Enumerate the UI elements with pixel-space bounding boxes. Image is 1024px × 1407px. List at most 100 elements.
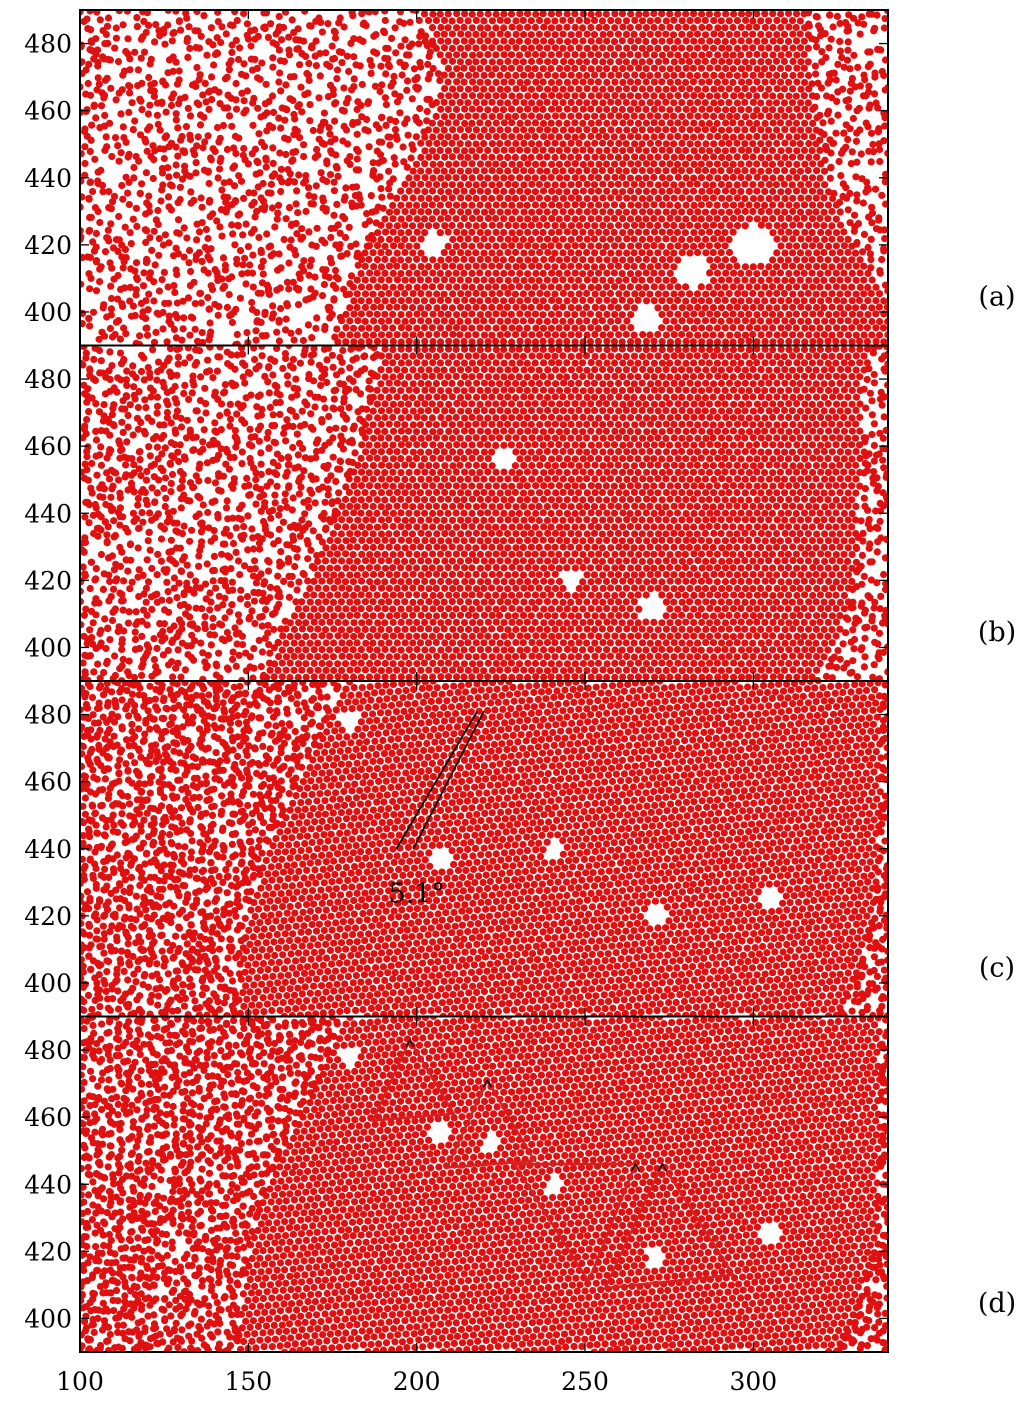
particle-point xyxy=(808,242,817,250)
particle-point xyxy=(192,169,200,177)
particle-point xyxy=(717,99,725,107)
particle-point xyxy=(488,625,496,633)
particle-point xyxy=(868,219,876,227)
particle-point xyxy=(317,169,325,177)
particle-point xyxy=(642,78,650,86)
particle-point xyxy=(772,317,781,325)
particle-point xyxy=(563,174,571,182)
particle-point xyxy=(415,16,423,25)
particle-point xyxy=(267,20,275,28)
particle-point xyxy=(318,618,326,627)
particle-point xyxy=(611,24,619,32)
particle-point xyxy=(579,242,587,250)
particle-point xyxy=(488,666,496,675)
particle-point xyxy=(785,106,793,114)
particle-point xyxy=(332,162,340,171)
particle-point xyxy=(737,673,746,681)
particle-point xyxy=(357,270,365,278)
particle-point xyxy=(721,242,729,250)
particle-point xyxy=(682,618,690,626)
particle-point xyxy=(583,113,591,121)
particle-point xyxy=(385,598,393,606)
particle-point xyxy=(642,50,650,59)
particle-point xyxy=(559,85,567,93)
particle-point xyxy=(389,228,397,236)
particle-point xyxy=(468,119,476,127)
particle-point xyxy=(560,667,568,675)
particle-point xyxy=(852,276,860,284)
particle-point xyxy=(698,105,706,113)
particle-point xyxy=(851,223,859,231)
particle-point xyxy=(409,145,417,153)
particle-point xyxy=(765,180,773,189)
particle-point xyxy=(492,673,500,681)
particle-point xyxy=(575,639,583,647)
particle-point xyxy=(445,283,453,291)
particle-point xyxy=(520,71,528,79)
particle-point xyxy=(170,90,178,98)
particle-point xyxy=(162,108,170,116)
particle-point xyxy=(488,221,496,229)
particle-point xyxy=(500,297,508,305)
particle-point xyxy=(151,147,159,155)
particle-point xyxy=(603,310,611,318)
particle-point xyxy=(784,10,793,18)
particle-point xyxy=(848,338,856,346)
particle-point xyxy=(512,276,520,284)
particle-point xyxy=(630,612,638,620)
particle-point xyxy=(844,135,852,144)
particle-point xyxy=(848,269,856,277)
particle-point xyxy=(300,37,308,45)
particle-point xyxy=(796,249,805,257)
particle-point xyxy=(710,263,718,271)
particle-point xyxy=(769,187,777,196)
particle-point xyxy=(725,276,733,284)
particle-point xyxy=(253,308,261,317)
particle-point xyxy=(563,105,571,113)
particle-point xyxy=(690,106,698,114)
particle-point xyxy=(499,106,508,114)
particle-point xyxy=(670,221,678,230)
particle-point xyxy=(325,660,333,668)
particle-point xyxy=(326,673,334,681)
particle-point xyxy=(421,229,429,237)
particle-point xyxy=(682,133,690,141)
particle-point xyxy=(120,258,128,266)
particle-point xyxy=(599,276,607,284)
particle-point xyxy=(488,181,496,189)
particle-point xyxy=(452,269,460,277)
particle-point xyxy=(365,255,373,264)
particle-point xyxy=(646,652,654,661)
particle-point xyxy=(733,181,741,189)
particle-point xyxy=(836,304,844,312)
particle-point xyxy=(571,256,579,264)
particle-point xyxy=(587,10,595,18)
particle-point xyxy=(721,215,730,223)
particle-point xyxy=(90,101,98,109)
particle-point xyxy=(867,255,875,264)
particle-point xyxy=(507,174,515,182)
particle-point xyxy=(611,65,619,73)
particle-point xyxy=(753,23,761,31)
particle-point xyxy=(772,181,781,189)
particle-point xyxy=(476,338,484,346)
particle-point xyxy=(769,23,777,32)
particle-point xyxy=(267,252,275,260)
particle-point xyxy=(619,51,627,59)
particle-point xyxy=(213,217,221,225)
particle-point xyxy=(737,37,745,45)
particle-point xyxy=(658,65,667,73)
particle-point xyxy=(543,194,552,203)
particle-point xyxy=(306,117,314,125)
particle-point xyxy=(800,269,808,277)
particle-point xyxy=(635,242,643,250)
particle-point xyxy=(701,153,710,162)
particle-point xyxy=(432,626,440,634)
particle-point xyxy=(452,119,460,127)
particle-point xyxy=(289,278,297,286)
particle-point xyxy=(761,310,769,318)
particle-point xyxy=(524,50,532,59)
particle-point xyxy=(416,625,425,633)
particle-point xyxy=(718,113,726,121)
particle-point xyxy=(828,612,837,620)
